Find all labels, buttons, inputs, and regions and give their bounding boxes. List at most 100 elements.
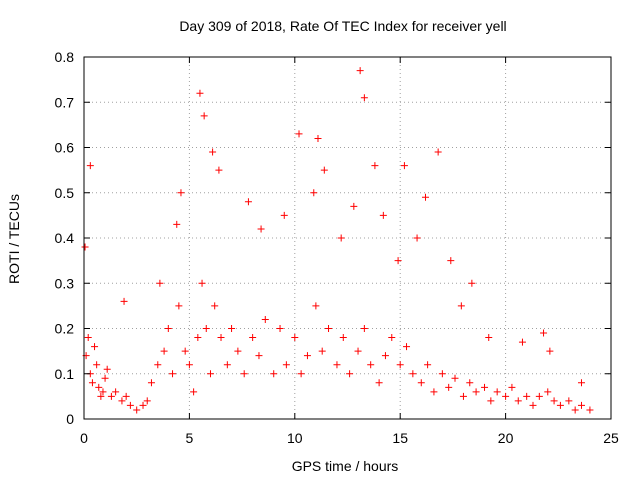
y-axis-label: ROTI / TECUs [6,194,22,284]
data-point [354,347,362,355]
data-point [445,383,453,391]
data-point [447,257,455,265]
y-tick-label: 0.2 [55,321,75,337]
data-point [303,352,311,360]
grid-lines [84,57,611,419]
data-point [270,370,278,378]
y-tick-label: 0.4 [55,230,75,246]
data-point [360,94,368,102]
y-tick-label: 0.3 [55,275,75,291]
data-point [101,374,109,382]
data-point [571,406,579,414]
data-point [223,361,231,369]
data-point [160,347,168,355]
data-point [375,379,383,387]
data-point [400,162,408,170]
data-point [556,401,564,409]
data-point [139,401,147,409]
data-point [523,392,531,400]
data-point [544,388,552,396]
data-point [413,234,421,242]
data-point [356,67,364,75]
data-point [91,343,99,351]
data-point [314,134,322,142]
data-point [297,370,305,378]
data-point [379,211,387,219]
data-point [565,397,573,405]
x-axis-label: GPS time / hours [292,458,399,474]
data-point [502,392,510,400]
data-point [97,392,105,400]
data-point [457,302,465,310]
data-point [143,397,151,405]
x-tick-label: 25 [603,430,619,446]
data-point [240,370,248,378]
data-point [209,148,217,156]
data-point [280,211,288,219]
data-point [95,383,103,391]
data-point [244,198,252,206]
y-tick-label: 0.7 [55,94,75,110]
data-point [249,334,257,342]
data-point [409,370,417,378]
y-tick-label: 0.5 [55,185,75,201]
data-point [535,392,543,400]
data-point [325,325,333,332]
data-point [215,166,223,174]
data-points [81,67,594,414]
data-point [550,397,558,405]
x-tick-label: 15 [392,430,408,446]
data-point [381,352,389,360]
data-point [320,166,328,174]
data-point [84,334,92,342]
data-point [196,89,204,97]
data-point [211,302,219,310]
data-point [508,383,516,391]
data-point [206,370,214,378]
data-point [86,162,94,170]
data-point [190,388,198,396]
data-point [217,334,225,342]
data-point [122,392,130,400]
data-point [177,189,185,197]
data-point [185,361,193,369]
data-point [396,361,404,369]
data-point [282,361,290,369]
data-point [156,279,164,287]
y-tick-label: 0.8 [55,49,75,65]
data-point [173,220,181,228]
data-point [487,397,495,405]
data-point [388,334,396,342]
data-point [181,347,189,355]
data-point [577,401,585,409]
data-point [103,365,111,373]
data-point [430,388,438,396]
x-tick-label: 10 [287,430,303,446]
data-point [295,130,303,138]
data-point [169,370,177,378]
axis-ticks: 0 0.1 0.2 0.3 0.4 0.5 0.6 0.7 0.8 0 5 10 15 20 25 [55,49,619,446]
data-point [318,347,326,355]
data-point [468,279,476,287]
data-point [466,379,474,387]
data-point [255,352,263,360]
y-tick-label: 0 [66,411,74,427]
data-point [350,202,358,210]
data-point [99,388,107,396]
data-point [459,392,467,400]
data-point [147,379,155,387]
data-point [472,388,480,396]
data-point [529,401,537,409]
y-tick-label: 0.1 [55,366,75,382]
data-point [421,193,429,201]
data-point [438,370,446,378]
data-point [546,347,554,355]
data-point [194,334,202,342]
data-point [434,148,442,156]
data-point [485,334,493,342]
data-point [493,388,501,396]
data-point [540,329,548,337]
data-point [337,234,345,242]
data-point [312,302,320,310]
